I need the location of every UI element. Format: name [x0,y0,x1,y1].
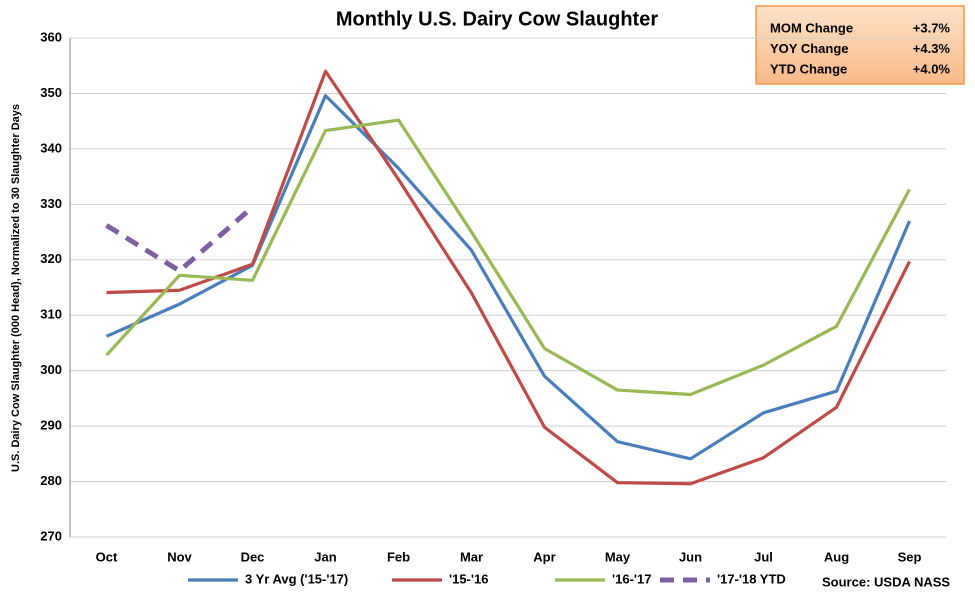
legend-label: '16-'17 [612,571,651,586]
chart-title: Monthly U.S. Dairy Cow Slaughter [336,8,658,30]
x-tick-label: Oct [96,549,118,564]
y-tick-label: 280 [40,473,62,488]
legend-label: 3 Yr Avg ('15-'17) [245,571,348,586]
x-tick-label: Mar [460,549,483,564]
x-tick-label: Aug [824,549,849,564]
y-tick-label: 300 [40,362,62,377]
info-value: +4.0% [913,61,951,76]
x-tick-label: Dec [241,549,265,564]
info-box [755,5,965,85]
y-tick-label: 340 [40,140,62,155]
x-tick-label: May [605,549,631,564]
series-line [105,205,255,274]
y-tick-label: 330 [40,196,62,211]
legend-label: '15-'16 [449,571,488,586]
info-label: YOY Change [770,41,849,56]
info-label: MOM Change [770,20,853,35]
y-tick-label: 350 [40,85,62,100]
x-tick-label: Jul [754,549,773,564]
y-axis-label: U.S. Dairy Cow Slaughter (000 Head), Nor… [10,104,22,472]
y-tick-label: 320 [40,251,62,266]
series-line [106,69,911,486]
y-tick-label: 270 [40,528,62,543]
x-tick-label: Sep [898,549,922,564]
x-tick-label: Feb [387,549,410,564]
x-tick-label: Nov [167,549,192,564]
info-label: YTD Change [770,61,847,76]
series-line [105,94,911,461]
x-tick-label: Jan [314,549,336,564]
y-tick-label: 310 [40,307,62,322]
y-tick-label: 360 [40,29,62,44]
source: Source: USDA NASS [822,574,950,589]
x-tick-label: Apr [533,549,555,564]
y-tick-label: 290 [40,418,62,433]
x-tick-label: Jun [679,549,702,564]
series-line [105,118,911,397]
info-value: +4.3% [913,41,951,56]
legend-label: '17-'18 YTD [717,571,786,586]
info-value: +3.7% [913,20,951,35]
